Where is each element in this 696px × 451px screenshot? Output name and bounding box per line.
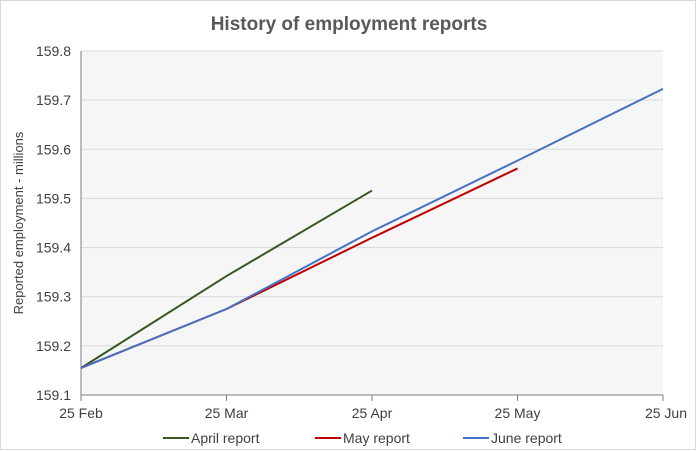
gridlines <box>81 50 663 347</box>
y-tick-label: 159.3 <box>36 289 71 305</box>
legend: April report May report June report <box>163 430 562 446</box>
y-tick-label: 159.8 <box>36 43 71 59</box>
x-tick-label: 25 Apr <box>352 405 393 421</box>
series-lines <box>80 87 664 369</box>
y-tick-label: 159.7 <box>36 92 71 108</box>
series-line-3 <box>80 87 664 369</box>
series-line-1 <box>80 189 373 369</box>
plot-area <box>81 51 663 395</box>
legend-label: June report <box>491 430 562 446</box>
y-tick-label: 159.4 <box>36 240 71 256</box>
legend-label: April report <box>191 430 260 446</box>
y-axis-ticks: 159.1 159.2 159.3 159.4 159.5 159.6 159.7 159.8 <box>36 43 71 403</box>
y-tick-label: 159.1 <box>36 387 71 403</box>
legend-label: May report <box>343 430 410 446</box>
x-axis-ticks: 25 Feb 25 Mar 25 Apr 25 May 25 Jun <box>59 395 687 421</box>
y-tick-label: 159.2 <box>36 338 71 354</box>
x-tick-label: 25 Mar <box>205 405 249 421</box>
y-tick-label: 159.6 <box>36 141 71 157</box>
chart-title: History of employment reports <box>211 14 488 35</box>
y-axis-title: Reported employment - millions <box>11 131 26 314</box>
x-tick-label: 25 May <box>495 405 541 421</box>
x-tick-label: 25 Jun <box>645 405 687 421</box>
y-tick-label: 159.5 <box>36 190 71 206</box>
x-tick-label: 25 Feb <box>59 405 103 421</box>
